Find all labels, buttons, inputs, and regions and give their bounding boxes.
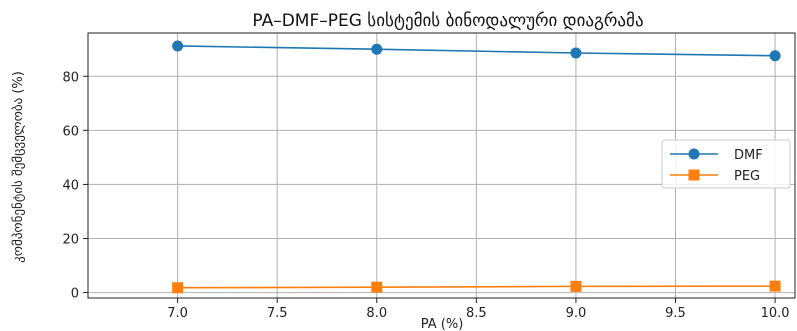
data-point-dmf xyxy=(570,47,582,59)
data-point-dmf xyxy=(769,50,781,62)
data-point-peg xyxy=(371,281,383,293)
chart-title: PA–DMF–PEG სისტემის ბინოდალური დიაგრამა xyxy=(252,11,643,31)
plot-frame xyxy=(87,32,796,299)
series-line-peg xyxy=(177,285,776,289)
x-tick-label: 8.0 xyxy=(366,306,387,321)
data-point-peg xyxy=(570,280,582,292)
y-tick-label: 60 xyxy=(62,124,79,139)
y-tick-label: 40 xyxy=(62,178,79,193)
data-point-peg xyxy=(769,280,781,292)
x-tick-label: 9.0 xyxy=(566,306,587,321)
series-line-dmf xyxy=(177,45,776,57)
x-tick-label: 8.5 xyxy=(466,306,487,321)
y-tick-label: 80 xyxy=(62,70,79,85)
legend-box xyxy=(661,139,791,189)
legend-marker-peg xyxy=(688,169,700,181)
legend-marker-dmf xyxy=(688,148,700,160)
data-point-peg xyxy=(172,282,184,294)
y-tick-label: 0 xyxy=(71,287,79,302)
y-tick-label: 20 xyxy=(62,233,79,248)
x-tick-label: 9.5 xyxy=(665,306,686,321)
x-tick-label: 7.5 xyxy=(267,306,288,321)
y-axis-label: კომპონენტის შემცველობა (%) xyxy=(11,71,26,263)
data-point-dmf xyxy=(371,43,383,55)
data-point-dmf xyxy=(172,40,184,52)
x-axis-label: PA (%) xyxy=(421,317,464,331)
legend: DMF PEG xyxy=(661,139,791,189)
x-tick-label: 10.0 xyxy=(761,306,790,321)
x-tick-label: 7.0 xyxy=(167,306,188,321)
legend-label-dmf: DMF xyxy=(734,148,763,163)
legend-label-peg: PEG xyxy=(734,169,760,184)
